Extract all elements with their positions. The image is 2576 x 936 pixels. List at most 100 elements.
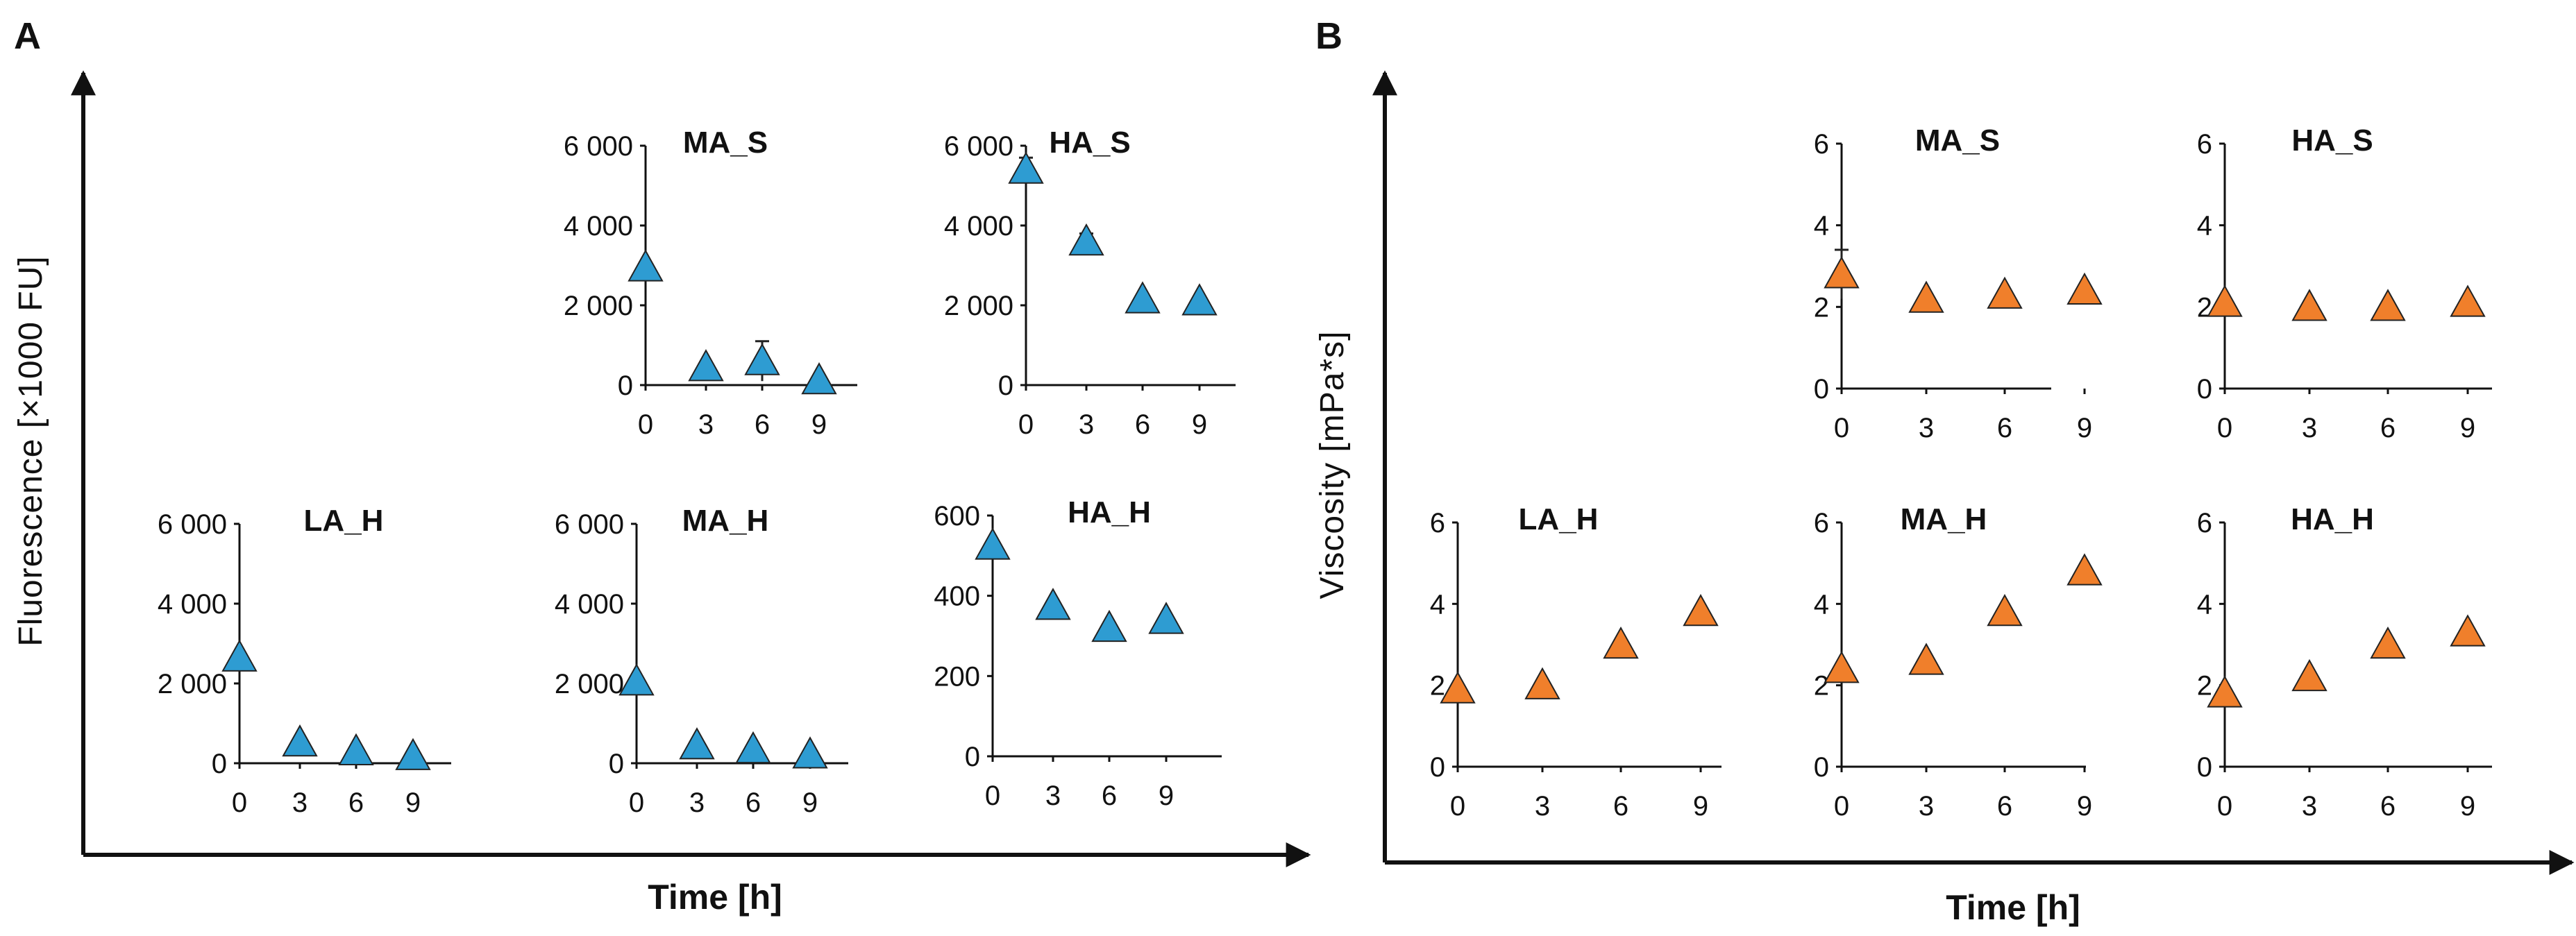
x-tick-label: 9 xyxy=(405,788,421,818)
data-point xyxy=(735,731,771,764)
y-tick-label: 6 000 xyxy=(564,131,633,162)
data-point xyxy=(338,733,374,765)
x-tick-label: 9 xyxy=(2460,791,2475,822)
x-tick-label: 6 xyxy=(1102,781,1117,811)
panel-b-letter: B xyxy=(1315,15,1342,57)
y-tick-label: 2 xyxy=(2197,671,2212,701)
x-tick-label: 0 xyxy=(1450,791,1465,822)
subplot-b-ha-h: HA_H 6 4 2 00 3 6 9 xyxy=(2197,502,2492,822)
y-tick-label: 6 xyxy=(2197,129,2212,160)
y-tick-label: 4 xyxy=(2197,211,2212,241)
x-tick-label: 3 xyxy=(1919,413,1934,443)
data-point xyxy=(2450,284,2486,317)
x-tick-label: 0 xyxy=(638,409,653,440)
x-tick-label: 6 xyxy=(2380,791,2396,822)
x-tick-label: 6 xyxy=(348,788,364,818)
y-tick-label: 6 xyxy=(1430,508,1445,538)
y-tick-label: 0 xyxy=(965,742,980,772)
y-tick-label: 6 xyxy=(2197,508,2212,538)
subplot-title: HA_S xyxy=(2291,124,2373,158)
data-point xyxy=(1603,626,1639,659)
panel-b-xlabel: Time [h] xyxy=(1946,888,2080,927)
subplot-b-ma-s: MA_S 6 4 2 00 3 6 9 xyxy=(1814,124,2103,443)
data-point xyxy=(2370,626,2406,659)
data-point xyxy=(801,362,837,395)
subplot-title: MA_H xyxy=(1901,502,1987,536)
x-tick-label: 3 xyxy=(689,788,705,818)
subplot-title: HA_S xyxy=(1049,126,1130,160)
x-tick-label: 3 xyxy=(1535,791,1550,822)
subplot-a-la-h: LA_H 6 000 4 000 2 000 00 3 6 9 xyxy=(158,504,451,818)
y-tick-label: 6 000 xyxy=(944,131,1013,162)
x-tick-label: 3 xyxy=(1079,409,1094,440)
y-tick-label: 6 000 xyxy=(158,509,227,540)
data-point xyxy=(1068,223,1104,256)
y-tick-label: 0 xyxy=(1430,752,1445,783)
x-tick-label: 6 xyxy=(1997,413,2012,443)
y-tick-label: 400 xyxy=(934,581,980,612)
data-point xyxy=(2207,675,2243,708)
subplot-a-ma-h: MA_H 6 000 4 000 2 000 00 3 6 9 xyxy=(555,504,848,818)
y-tick-label: 4 000 xyxy=(944,211,1013,241)
y-tick-label: 2 000 xyxy=(564,291,633,321)
y-tick-label: 2 000 xyxy=(158,669,227,699)
y-tick-label: 0 xyxy=(1814,374,1829,405)
subplot-b-la-h: LA_H 6 4 2 00 3 6 9 xyxy=(1430,502,1721,822)
y-tick-label: 0 xyxy=(2197,752,2212,783)
data-point xyxy=(628,249,664,282)
x-tick-label: 9 xyxy=(2460,413,2475,443)
subplot-a-ma-s: MA_S 6 000 4 000 2 000 00 3 6 9 xyxy=(564,126,857,440)
x-tick-label: 3 xyxy=(2302,413,2317,443)
x-tick-label: 6 xyxy=(1997,791,2012,822)
subplot-title: LA_H xyxy=(1519,502,1599,536)
subplot-title: LA_H xyxy=(304,504,384,538)
subplot-title: HA_H xyxy=(2291,502,2374,536)
subplot-a-ha-s: HA_S 6 000 4 000 2 000 00 3 6 9 xyxy=(944,126,1236,440)
x-tick-label: 0 xyxy=(1018,409,1034,440)
panel-a-letter: A xyxy=(14,15,41,57)
data-point xyxy=(618,663,655,696)
data-point xyxy=(221,639,258,672)
x-tick-label: 3 xyxy=(2302,791,2317,822)
x-tick-label: 6 xyxy=(755,409,770,440)
panel-b-ylabel: Viscosity [mPa*s] xyxy=(1314,331,1351,599)
data-point xyxy=(1908,280,1944,313)
x-tick-label: 3 xyxy=(1045,781,1061,811)
data-point xyxy=(1524,667,1560,699)
x-tick-label: 0 xyxy=(1834,413,1849,443)
data-point xyxy=(744,343,780,375)
y-tick-label: 0 xyxy=(212,749,227,779)
subplot-title: MA_S xyxy=(683,126,768,160)
subplot-a-ha-h: HA_H 600 400 200 00 3 6 9 xyxy=(934,495,1222,811)
x-tick-label: 6 xyxy=(2380,413,2396,443)
panel-a-xlabel: Time [h] xyxy=(648,878,782,917)
y-tick-label: 2 xyxy=(2197,292,2212,323)
x-tick-label: 3 xyxy=(698,409,714,440)
panel-b: B Viscosity [mPa*s] Time [h] xyxy=(1314,15,2575,927)
data-point xyxy=(975,527,1011,560)
y-tick-label: 2 000 xyxy=(944,291,1013,321)
data-point xyxy=(1824,256,1860,289)
panel-a: A Fluorescence [×1000 FU] Time [h] xyxy=(12,15,1311,917)
data-point xyxy=(1181,283,1218,316)
data-point xyxy=(792,736,828,769)
y-tick-label: 600 xyxy=(934,501,980,531)
x-tick-label: 9 xyxy=(1192,409,1207,440)
data-point xyxy=(2450,614,2486,647)
x-tick-label: 0 xyxy=(985,781,1000,811)
x-tick-label: 3 xyxy=(292,788,308,818)
subplot-title: HA_H xyxy=(1068,495,1151,529)
x-tick-label: 0 xyxy=(2217,413,2232,443)
data-point xyxy=(1091,609,1127,643)
x-tick-label: 9 xyxy=(1159,781,1174,811)
data-point xyxy=(679,727,715,760)
x-tick-label: 9 xyxy=(2077,791,2092,822)
y-tick-label: 2 xyxy=(1430,671,1445,701)
data-point xyxy=(2066,553,2103,586)
x-tick-label: 9 xyxy=(1693,791,1708,822)
x-tick-label: 6 xyxy=(1613,791,1628,822)
y-tick-label: 0 xyxy=(1814,752,1829,783)
y-tick-label: 6 000 xyxy=(555,509,624,540)
